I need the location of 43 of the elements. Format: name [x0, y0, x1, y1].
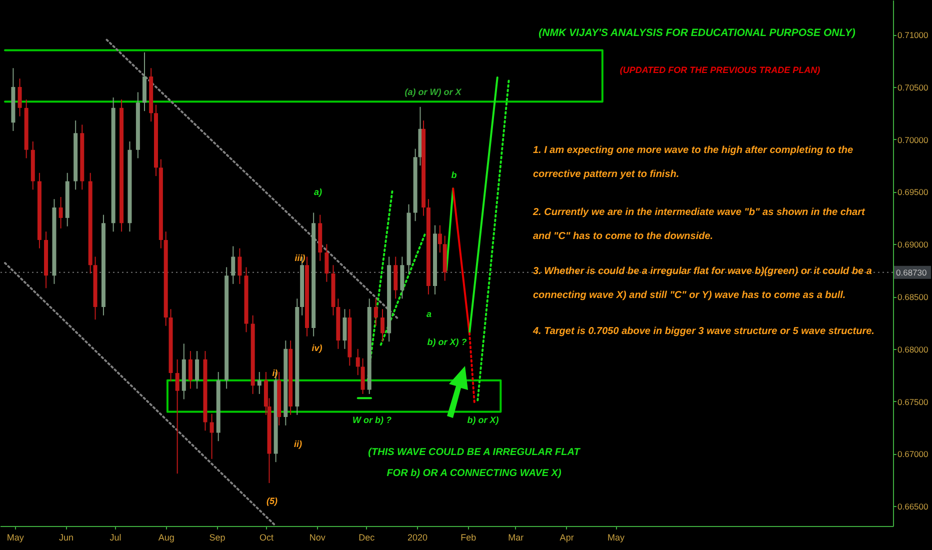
- annotation: 4. Target is 0.7050 above in bigger 3 wave structure or 5 wave structure.: [532, 326, 874, 337]
- x-tick-label: Dec: [358, 532, 376, 542]
- x-tick-label: Nov: [309, 532, 326, 542]
- y-tick-label: 0.69500: [898, 187, 928, 198]
- annotation: a): [314, 187, 322, 197]
- x-tick-label: Feb: [460, 532, 476, 542]
- x-tick-label: Apr: [560, 532, 574, 542]
- text: 1. I am expecting one more wave to the high after completing to the corrective pattern yet to finish.: [533, 145, 854, 180]
- x-tick-label: May: [6, 532, 24, 542]
- text: 2. Currently we are in the intermediate wave "b" as shown in the chart and "C" has to come to the downside.: [533, 207, 865, 242]
- annotation: (THIS WAVE COULD BE A IRREGULAR FLAT FOR b) OR A CONNECTING WAVE X): [368, 447, 581, 479]
- x-tick-label: Oct: [259, 532, 274, 542]
- y-tick-label: 0.70000: [898, 134, 928, 145]
- y-tick-label: 0.68500: [898, 292, 928, 302]
- annotation: W or b) ?: [352, 415, 392, 425]
- y-tick-label: 0.68000: [898, 344, 928, 354]
- x-tick-label: Mar: [508, 532, 524, 542]
- y-tick-label: 0.66500: [898, 502, 928, 512]
- annotation: iii): [294, 253, 306, 263]
- x-tick-label: Aug: [158, 532, 174, 542]
- text: (NMK VIJAY'S ANALYSIS FOR EDUCATIONAL PURPOSE ONLY): [538, 27, 856, 39]
- y-tick-label: 0.67000: [898, 449, 928, 460]
- annotation: iv): [312, 343, 322, 353]
- x-tick-label: Jun: [58, 532, 74, 542]
- y-tick-label: 0.69000: [898, 240, 928, 250]
- annotation: ii): [294, 439, 302, 449]
- annotation: b) or X): [467, 415, 499, 425]
- annotation: b) or X) ?: [427, 337, 468, 347]
- x-tick-label: Sep: [209, 532, 226, 542]
- ref-line-label: 0.68730: [896, 267, 927, 278]
- annotation: b: [451, 170, 458, 180]
- x-tick-label: Jul: [110, 532, 122, 542]
- y-tick-label: 0.70500: [898, 82, 928, 92]
- annotation: (5): [266, 496, 278, 506]
- text: (UPDATED FOR THE PREVIOUS TRADE PLAN): [620, 65, 820, 75]
- annotation: i): [272, 368, 278, 378]
- x-tick-label: May: [608, 532, 626, 542]
- annotation: (a) or W) or X: [404, 87, 462, 97]
- y-tick-label: 0.71000: [898, 30, 928, 40]
- annotation: a: [426, 309, 432, 319]
- x-tick-label: 2020: [407, 532, 428, 542]
- y-tick-label: 0.67500: [898, 396, 928, 407]
- text: 3. Whether is could be a irregular flat for wave b)(green) or it could be a connecting wave X) and still "C" or Y) wave has to come as a bull.: [533, 266, 872, 301]
